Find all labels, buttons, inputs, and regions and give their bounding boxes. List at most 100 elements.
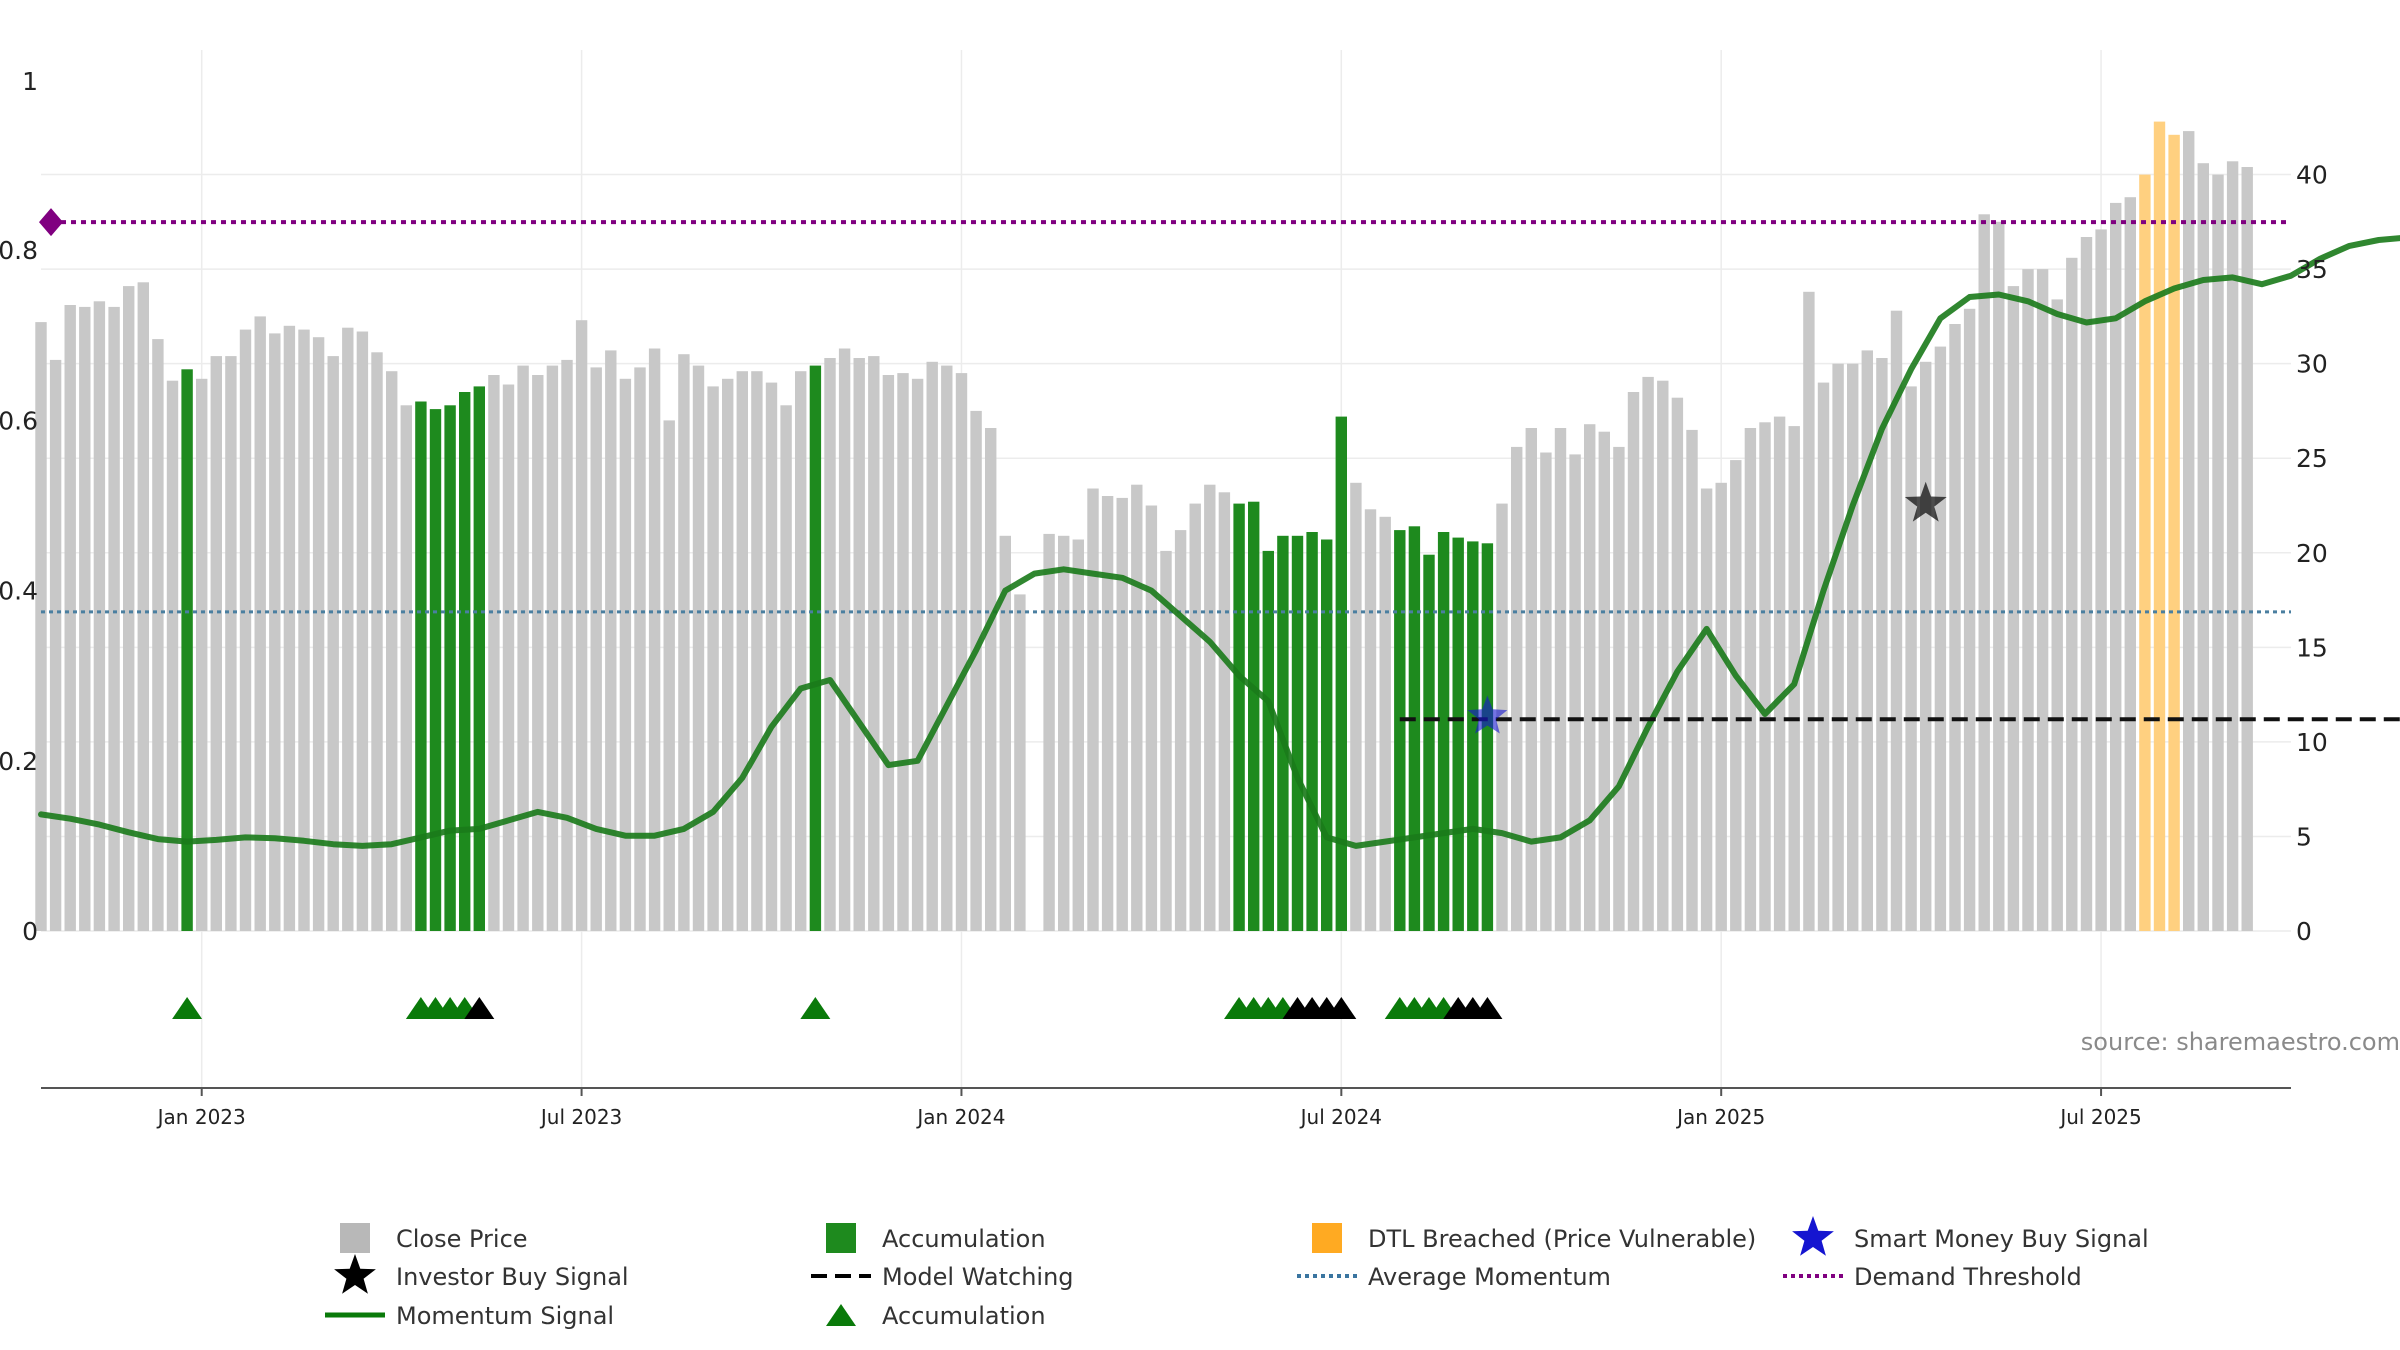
close-price-bar — [400, 405, 412, 931]
accumulation-bar — [1394, 530, 1406, 931]
left-tick-label: 0.8 — [0, 236, 38, 265]
accumulation-bar — [1291, 535, 1304, 931]
close-price-bar — [1554, 428, 1567, 931]
accumulation-triangle — [172, 997, 203, 1019]
close-price-bar — [955, 373, 968, 932]
close-price-bar — [2036, 269, 2049, 932]
close-price-bar — [49, 359, 62, 931]
close-price-bar — [2183, 131, 2195, 932]
close-price-bar — [1174, 530, 1187, 931]
legend-item: Momentum Signal — [325, 1302, 614, 1330]
close-price-bar — [1773, 416, 1786, 932]
close-price-bar — [780, 405, 792, 931]
close-price-bar — [1905, 386, 1917, 931]
legend-label: DTL Breached (Price Vulnerable) — [1368, 1225, 1756, 1253]
close-price-bar — [926, 361, 938, 931]
accumulation-bar — [1408, 526, 1421, 931]
close-price-bar — [2110, 202, 2122, 931]
close-price-bar — [2066, 257, 2078, 931]
close-price-bar — [2212, 174, 2224, 932]
close-price-bar — [575, 320, 588, 931]
close-price-bar — [838, 348, 851, 931]
close-price-bar — [1978, 214, 1990, 932]
close-price-bar — [1569, 454, 1581, 931]
close-price-bar — [108, 306, 120, 931]
close-price-bar — [1131, 484, 1143, 931]
close-price-bar — [93, 301, 106, 931]
close-price-bar — [2080, 237, 2093, 931]
close-price-bar — [546, 365, 559, 932]
accumulation-bar — [1262, 550, 1274, 931]
legend-label: Demand Threshold — [1854, 1263, 2082, 1291]
close-price-bar — [210, 356, 222, 932]
accumulation-triangle — [1472, 997, 1503, 1019]
close-price-bar — [1861, 350, 1873, 931]
close-price-bar — [561, 359, 573, 931]
accumulation-bar — [429, 409, 442, 932]
left-tick-label: 0.2 — [0, 747, 38, 776]
close-price-bar — [1920, 361, 1932, 931]
close-price-bar — [1963, 308, 1976, 931]
close-price-bar — [634, 367, 646, 931]
accumulation-bar — [415, 401, 427, 931]
close-price-bar — [79, 306, 91, 931]
legend-item: Model Watching — [811, 1263, 1074, 1291]
close-price-bar — [941, 365, 953, 932]
accumulation-bar — [1452, 537, 1464, 931]
close-price-bar — [1511, 446, 1523, 931]
right-tick-label: 25 — [2296, 444, 2328, 473]
close-price-bar — [1671, 397, 1684, 931]
bars-layer — [35, 121, 2253, 932]
close-price-bar — [999, 535, 1011, 931]
legend-label: Model Watching — [882, 1263, 1074, 1291]
close-price-bar — [239, 329, 252, 932]
legend-item: Accumulation — [826, 1223, 1046, 1253]
legend-swatch — [1312, 1223, 1342, 1253]
close-price-bar — [1058, 535, 1070, 931]
close-price-bar — [1145, 505, 1158, 931]
right-tick-label: 30 — [2296, 350, 2328, 379]
close-price-bar — [868, 356, 880, 932]
close-price-bar — [970, 410, 982, 931]
close-price-bar — [692, 365, 705, 932]
left-tick-label: 0.6 — [0, 406, 38, 435]
left-tick-label: 0 — [22, 917, 38, 946]
close-price-bar — [488, 375, 500, 931]
close-price-bar — [897, 373, 909, 932]
axes-layer: Jan 2023 Jul 2023 Jan 2024 Jul 2024 Jan 2025… — [0, 67, 2328, 1129]
close-price-bar — [1657, 380, 1669, 931]
close-price-bar — [751, 371, 763, 931]
legend-triangle-icon — [826, 1304, 856, 1326]
smart-money-buy-signal-star — [1467, 695, 1508, 734]
right-tick-label: 15 — [2296, 633, 2328, 662]
legend-item: Average Momentum — [1297, 1263, 1611, 1291]
close-price-bar — [1014, 594, 1026, 931]
legend-label: Investor Buy Signal — [396, 1263, 629, 1291]
legend-label: Smart Money Buy Signal — [1854, 1225, 2149, 1253]
close-price-bar — [678, 354, 690, 931]
legend-star-icon — [334, 1254, 376, 1294]
legend-item: Investor Buy Signal — [334, 1254, 629, 1294]
momentum-signal-line — [38, 235, 2400, 849]
close-price-bar — [1101, 496, 1114, 931]
close-price-bar — [2007, 286, 2020, 932]
close-price-bar — [1715, 482, 1727, 931]
legend-label: Accumulation — [882, 1302, 1046, 1330]
close-price-bar — [137, 282, 149, 931]
close-price-bar — [327, 356, 339, 932]
close-price-bar — [1832, 363, 1844, 931]
legend: Close Price Investor Buy Signal Momentum S… — [325, 1216, 2149, 1330]
accumulation-bar — [1321, 539, 1333, 931]
accumulation-bar — [1306, 532, 1318, 931]
close-price-bar — [824, 358, 836, 931]
x-tick-label: Jan 2025 — [1675, 1105, 1765, 1129]
accumulation-bar — [1233, 503, 1245, 931]
lines-layer — [38, 220, 2400, 849]
close-price-bar — [2051, 299, 2063, 931]
close-price-bar — [2241, 167, 2253, 931]
close-price-bar — [283, 325, 296, 931]
close-price-bar — [152, 339, 164, 932]
close-price-bar — [1364, 509, 1377, 931]
close-price-bar — [1700, 488, 1713, 931]
